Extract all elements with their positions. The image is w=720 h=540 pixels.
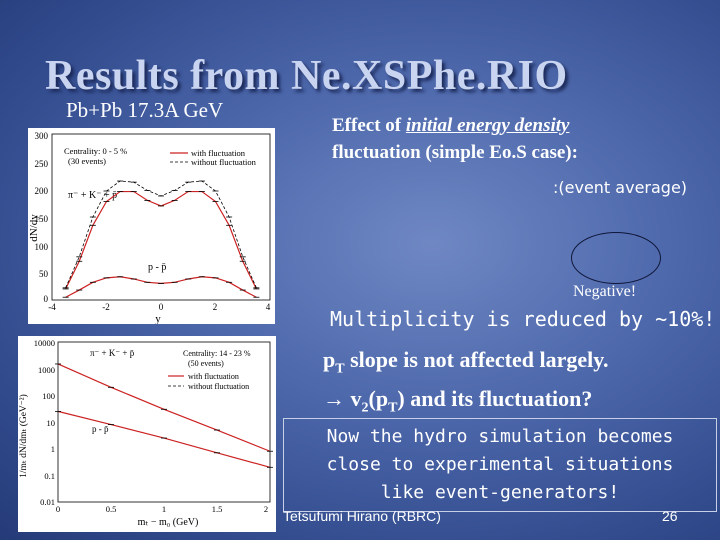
y-tick: 250 [35, 159, 49, 169]
negative-note: Negative! [573, 283, 637, 300]
hydro-line1: Now the hydro simulation becomes [326, 426, 674, 447]
series-label: p - p̄ [148, 262, 166, 273]
rapidity-plot: 300 250 200 150 100 50 0 -4 -2 0 2 4 dN/… [28, 128, 275, 325]
hydro-line3: like event-generators! [380, 482, 620, 503]
page-number: 26 [662, 508, 678, 524]
y-axis-label: 1/mₜ dN/dmₜ (GeV⁻²) [18, 394, 29, 478]
arrow-icon: → [323, 386, 345, 412]
x-axis-label: mₜ − m₀ (GeV) [138, 517, 199, 528]
hydro-line2: close to experimental situations [326, 454, 674, 475]
y-tick: 100 [35, 242, 49, 252]
series-line [65, 276, 257, 298]
y-tick: 200 [35, 186, 49, 196]
y-tick: 0.01 [40, 497, 55, 507]
rapidity-plot-svg: 300 250 200 150 100 50 0 -4 -2 0 2 4 dN/… [28, 131, 271, 325]
y-tick: 0 [44, 294, 49, 304]
y-tick: 10 [47, 418, 56, 428]
legend-without: without fluctuation [188, 382, 249, 391]
series-line [57, 410, 271, 468]
series-label: π⁻ + K⁻ + p̄ [90, 348, 135, 358]
y-tick: 1 [51, 444, 55, 454]
effect-line1: Effect of initial energy density [332, 115, 570, 136]
y-tick: 300 [35, 131, 49, 141]
x-axis-label: y [155, 313, 161, 324]
legend-without: without fluctuation [191, 157, 257, 167]
x-tick: 1 [162, 504, 166, 514]
slide-subtitle: Pb+Pb 17.3A GeV [66, 98, 224, 122]
mt-curves [55, 363, 273, 468]
x-tick: 2 [213, 302, 218, 312]
legend-with: with fluctuation [191, 148, 246, 158]
legend-with: with fluctuation [188, 372, 239, 381]
x-tick: 4 [266, 302, 271, 312]
multiplicity-note: Multiplicity is reduced by ~10%! [330, 307, 716, 331]
mt-spectrum-plot: 10000 1000 100 10 1 0.1 0.01 0 0.5 1 1.5… [18, 336, 276, 532]
highlight-ellipse [571, 232, 661, 284]
series-label: p - p̄ [92, 424, 109, 434]
pt-line1: pT slope is not affected largely. [323, 347, 609, 377]
y-axis-label: dN/dy [28, 214, 40, 242]
y-tick: 100 [42, 391, 55, 401]
effect-text: Effect of initial energy density fluctua… [332, 112, 578, 166]
slide-title: Results from Ne.XSPhe.RIO [45, 53, 568, 99]
x-tick: -2 [102, 302, 110, 312]
hydro-conclusion-box: Now the hydro simulation becomes close t… [283, 418, 717, 512]
effect-line2: fluctuation (simple Eo.S case): [332, 142, 578, 163]
x-tick: 2 [264, 504, 268, 514]
y-tick: 50 [39, 269, 49, 279]
legend-header: Centrality: 0 - 5 % [64, 146, 127, 156]
x-tick: 0 [159, 302, 164, 312]
mt-plot-svg: 10000 1000 100 10 1 0.1 0.01 0 0.5 1 1.5… [18, 338, 273, 528]
pt-line2: → v2(pT) and its fluctuation? [323, 386, 593, 416]
y-tick: 10000 [34, 338, 55, 348]
x-tick: -4 [48, 302, 56, 312]
effect-emphasis: initial energy density [405, 115, 570, 136]
legend-events: (50 events) [188, 359, 224, 368]
y-tick: 150 [35, 214, 49, 224]
y-tick: 1000 [38, 365, 55, 375]
x-tick: 1.5 [212, 504, 223, 514]
footer-author: Tetsufumi Hirano (RBRC) [283, 508, 441, 524]
pt-slope-text: pT slope is not affected largely. → v2(p… [323, 345, 609, 424]
legend-header: Centrality: 14 - 23 % [183, 349, 251, 358]
x-tick: 0.5 [106, 504, 117, 514]
event-average-note: :(event average) [553, 178, 688, 197]
series-label: π⁻ + K⁻ + p̄ [68, 190, 117, 201]
y-tick: 0.1 [44, 471, 55, 481]
legend-events: (30 events) [68, 156, 106, 166]
rapidity-curves [62, 180, 260, 298]
x-tick: 0 [56, 504, 60, 514]
